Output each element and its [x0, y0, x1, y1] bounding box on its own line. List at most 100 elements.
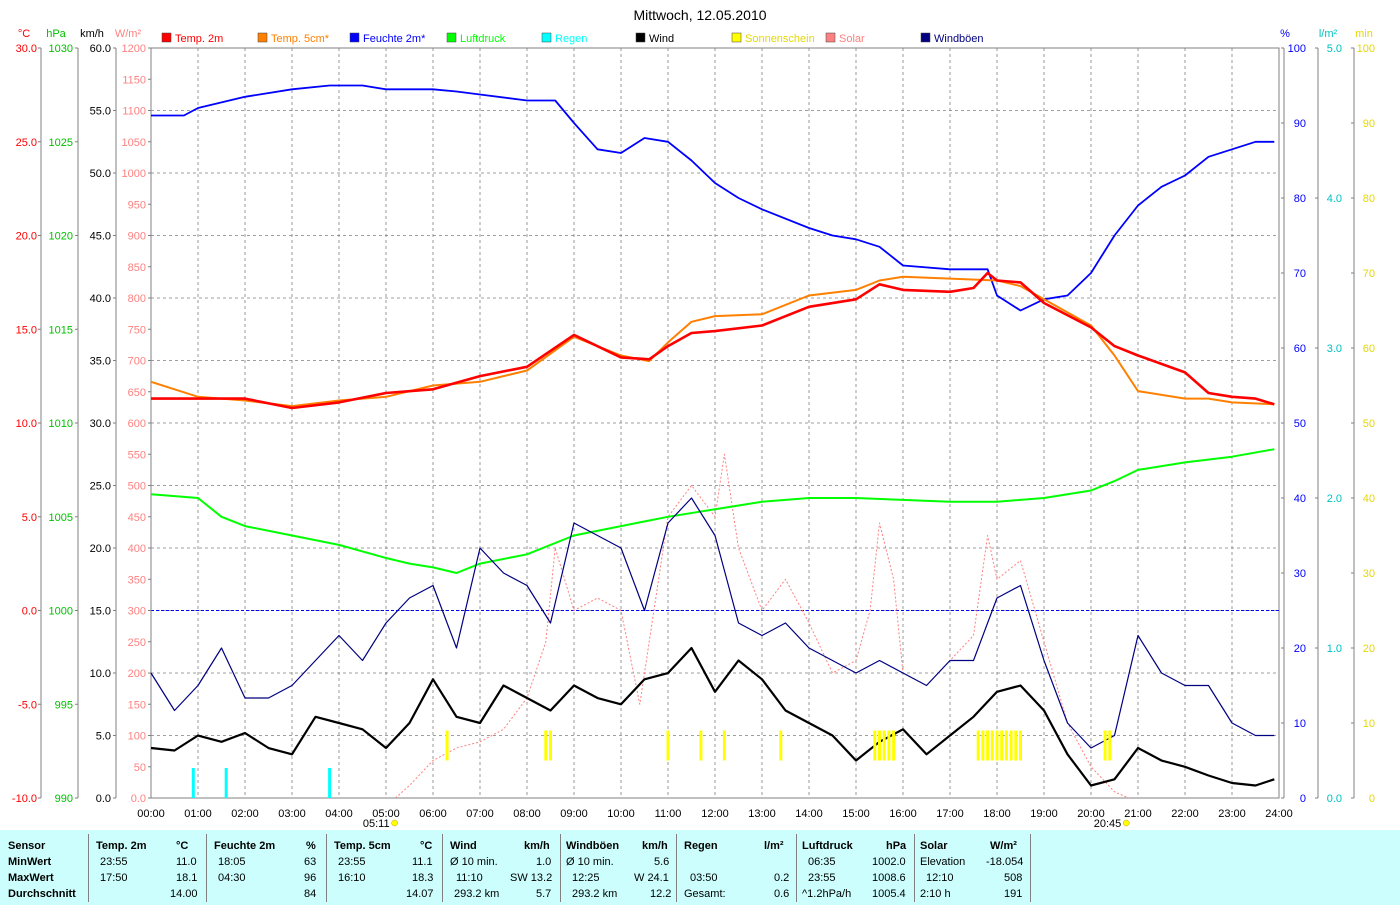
chart-background — [0, 0, 1400, 830]
x-tick-label: 05:00 — [372, 808, 400, 820]
axis-tick-label: 1000 — [122, 168, 146, 180]
axis-tick-label: 3.0 — [1327, 343, 1342, 355]
axis-tick-label: 4.0 — [1327, 193, 1342, 205]
chart-title: Mittwoch, 12.05.2010 — [633, 7, 766, 23]
series-bar — [1108, 730, 1112, 761]
luftdruck-max-time: 23:55 — [808, 872, 836, 884]
temp2m-min-time: 23:55 — [100, 856, 128, 868]
axis-tick-label: 0.0 — [96, 793, 111, 805]
table-divider — [1030, 834, 1031, 902]
axis-tick-label: 60.0 — [90, 43, 111, 55]
axis-tick-label: 10 — [1363, 718, 1375, 730]
series-bar — [878, 730, 881, 761]
x-tick-label: 06:00 — [419, 808, 447, 820]
x-tick-label: 00:00 — [137, 808, 165, 820]
axis-tick-label: 1050 — [122, 137, 146, 149]
row-label-min: MinWert — [8, 856, 52, 868]
series-line — [395, 453, 1129, 799]
temp5cm-title: Temp. 5cm — [334, 840, 391, 852]
windboeen-max-dir: W 24.1 — [634, 872, 669, 884]
axis-tick-label: 50 — [1363, 418, 1375, 430]
table-divider — [560, 834, 561, 902]
x-tick-label: 22:00 — [1171, 808, 1199, 820]
legend-label: Wind — [649, 33, 674, 45]
chart-series — [150, 84, 1275, 799]
legend-label: Solar — [839, 33, 865, 45]
axis-tick-label: 2.0 — [1327, 493, 1342, 505]
axis-tick-label: 90 — [1294, 118, 1306, 130]
axis-tick-label: 30 — [1363, 568, 1375, 580]
axis-tick-label: 550 — [128, 449, 146, 461]
series-line — [150, 646, 1275, 787]
temp5cm-unit: °C — [420, 840, 433, 852]
axis-tick-label: 1005 — [49, 512, 73, 524]
axis-tick-label: 5.0 — [22, 512, 37, 524]
axis-tick-label: 60 — [1363, 343, 1375, 355]
series-bar — [666, 730, 670, 761]
axis-tick-label: 1030 — [49, 43, 73, 55]
legend-swatch — [161, 32, 172, 43]
series-line — [150, 448, 1275, 574]
axis-tick-label: 0.0 — [131, 793, 146, 805]
series-bar — [1000, 730, 1004, 761]
x-tick-label: 01:00 — [184, 808, 212, 820]
axis-tick-label: 90 — [1363, 118, 1375, 130]
luftdruck-min-val: 1002.0 — [872, 856, 906, 868]
axis-tick-label: 5.0 — [1327, 43, 1342, 55]
series-bar — [1009, 730, 1013, 761]
series-bar — [722, 730, 726, 761]
series-bar — [1014, 730, 1018, 761]
series-bar — [224, 768, 228, 798]
axis-tick-label: -5.0 — [18, 699, 37, 711]
axis-tick-label: 15.0 — [90, 606, 111, 618]
table-divider — [676, 834, 677, 902]
series-bar — [986, 730, 990, 761]
series-line — [150, 497, 1275, 749]
axis-tick-label: 1200 — [122, 43, 146, 55]
axis-tick-label: 55.0 — [90, 106, 111, 118]
axis-tick-label: 900 — [128, 231, 146, 243]
series-line — [150, 275, 1275, 408]
axis-tick-label: 35.0 — [90, 356, 111, 368]
axis-unit-label: km/h — [80, 28, 104, 40]
luftdruck-unit: hPa — [886, 840, 907, 852]
x-tick-label: 08:00 — [513, 808, 541, 820]
axis-tick-label: 350 — [128, 574, 146, 586]
axis-tick-label: 40.0 — [90, 293, 111, 305]
series-bar — [1004, 730, 1008, 761]
axis-tick-label: 0 — [1369, 793, 1375, 805]
axis-tick-label: 40 — [1294, 493, 1306, 505]
temp5cm-min-val: 11.1 — [412, 856, 433, 868]
series-bar — [779, 730, 783, 761]
solar-max-time: 12:10 — [926, 872, 954, 884]
regen-total: 0.6 — [774, 888, 790, 900]
x-tick-label: 10:00 — [607, 808, 635, 820]
axis-tick-label: 20 — [1363, 643, 1375, 655]
x-tick-label: 09:00 — [560, 808, 588, 820]
regen-max-val: 0.2 — [774, 872, 790, 884]
axis-unit-label: °C — [18, 28, 30, 40]
table-divider — [88, 834, 89, 902]
regen-max-time: 03:50 — [690, 872, 718, 884]
temp5cm-max-time: 16:10 — [338, 872, 366, 884]
axis-tick-label: 1150 — [122, 74, 146, 86]
sunrise-time-label: 05:11 — [363, 818, 390, 830]
table-divider — [326, 834, 327, 902]
regen-unit: l/m² — [764, 840, 784, 852]
axis-tick-label: 50 — [1294, 418, 1306, 430]
temp5cm-min-time: 23:55 — [338, 856, 366, 868]
legend-swatch — [920, 32, 931, 43]
axis-tick-label: 10.0 — [90, 668, 111, 680]
luftdruck-trend: ^1.2hPa/h — [802, 888, 852, 900]
axis-tick-label: 150 — [128, 699, 146, 711]
axis-tick-label: 950 — [128, 199, 146, 211]
axis-tick-label: 30.0 — [90, 418, 111, 430]
axis-unit-label: hPa — [46, 28, 66, 40]
series-bar — [892, 730, 896, 761]
wind-avg-label: 293.2 km — [454, 888, 500, 900]
axis-tick-label: 250 — [128, 637, 146, 649]
feuchte-unit: % — [306, 840, 316, 852]
axis-tick-label: 70 — [1363, 268, 1375, 280]
series-bar — [1103, 730, 1107, 761]
x-tick-label: 13:00 — [748, 808, 776, 820]
